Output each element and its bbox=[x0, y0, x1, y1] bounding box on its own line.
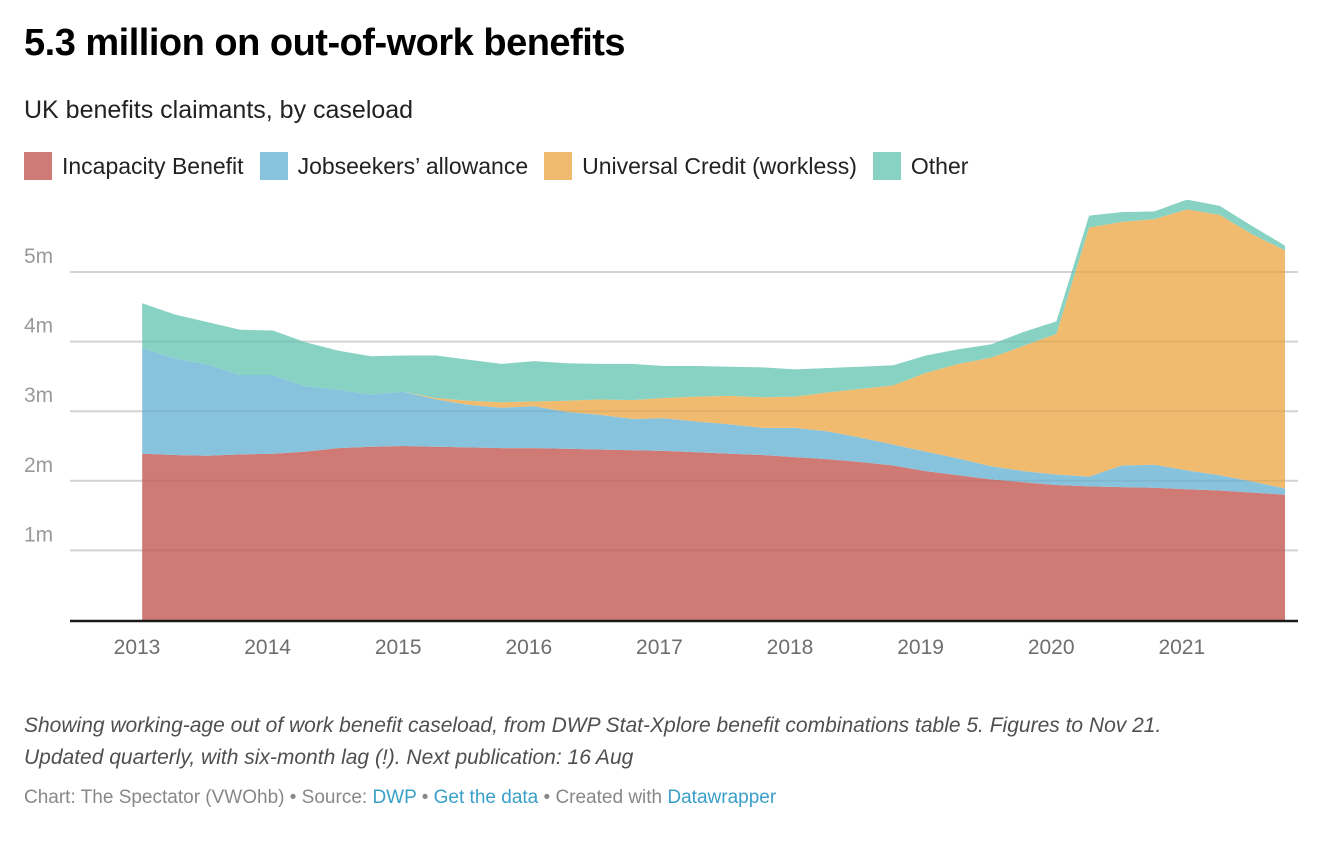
footer-separator: • bbox=[416, 787, 434, 808]
x-tick-label: 2014 bbox=[244, 636, 291, 659]
area-universal-credit-workless bbox=[142, 209, 1286, 489]
legend-label: Universal Credit (workless) bbox=[582, 152, 857, 179]
x-tick-label: 2016 bbox=[505, 636, 552, 659]
legend-item-universal-credit: Universal Credit (workless) bbox=[544, 152, 857, 180]
legend-swatch bbox=[259, 152, 288, 180]
y-tick-label: 3m bbox=[24, 384, 53, 407]
x-tick-label: 2018 bbox=[767, 636, 814, 659]
legend-swatch bbox=[872, 152, 901, 180]
footer-credit: Chart: The Spectator (VWOhb) • Source: bbox=[24, 787, 373, 808]
chart-title: 5.3 million on out-of-work benefits bbox=[24, 22, 626, 64]
x-tick-label: 2015 bbox=[375, 636, 422, 659]
notes-line-2: Updated quarterly, with six-month lag (!… bbox=[24, 746, 634, 769]
y-tick-label: 5m bbox=[24, 245, 53, 268]
area-series bbox=[142, 200, 1286, 620]
y-tick-label: 4m bbox=[24, 315, 53, 338]
chart-notes: Showing working-age out of work benefit … bbox=[24, 710, 1314, 774]
legend-swatch bbox=[544, 152, 573, 180]
area-jobseekers-allowance bbox=[142, 347, 1286, 495]
datawrapper-link[interactable]: Datawrapper bbox=[667, 787, 777, 808]
legend-item-jobseekers-allowance: Jobseekers’ allowance bbox=[259, 152, 529, 180]
legend: Incapacity Benefit Jobseekers’ allowance… bbox=[24, 152, 984, 180]
notes-line-1: Showing working-age out of work benefit … bbox=[24, 714, 1162, 737]
x-tick-label: 2021 bbox=[1158, 636, 1205, 659]
legend-label: Incapacity Benefit bbox=[62, 152, 244, 179]
gridlines-overlay bbox=[70, 271, 1298, 552]
legend-label: Other bbox=[910, 152, 969, 179]
area-incapacity-benefit bbox=[142, 446, 1286, 620]
legend-item-other: Other bbox=[872, 152, 969, 180]
y-tick-label: 2m bbox=[24, 454, 53, 477]
x-tick-label: 2020 bbox=[1028, 636, 1075, 659]
x-tick-label: 2019 bbox=[897, 636, 944, 659]
chart-subtitle: UK benefits claimants, by caseload bbox=[24, 96, 414, 124]
area-other bbox=[142, 200, 1285, 403]
y-tick-label: 1m bbox=[24, 523, 53, 546]
legend-swatch bbox=[24, 152, 52, 180]
x-tick-label: 2017 bbox=[636, 636, 683, 659]
source-link[interactable]: DWP bbox=[372, 787, 417, 808]
y-axis-ticks: 1m 2m 3m 4m 5m bbox=[24, 245, 53, 546]
footer-created-with: • Created with bbox=[538, 787, 668, 808]
x-tick-label: 2013 bbox=[114, 636, 161, 659]
get-the-data-link[interactable]: Get the data bbox=[433, 787, 539, 808]
legend-item-incapacity-benefit: Incapacity Benefit bbox=[24, 152, 244, 180]
legend-label: Jobseekers’ allowance bbox=[297, 152, 529, 179]
x-axis-ticks: 2013 2014 2015 2016 2017 2018 2019 2020 2021 bbox=[114, 636, 1206, 659]
chart-footer: Chart: The Spectator (VWOhb) • Source: D… bbox=[24, 787, 776, 809]
